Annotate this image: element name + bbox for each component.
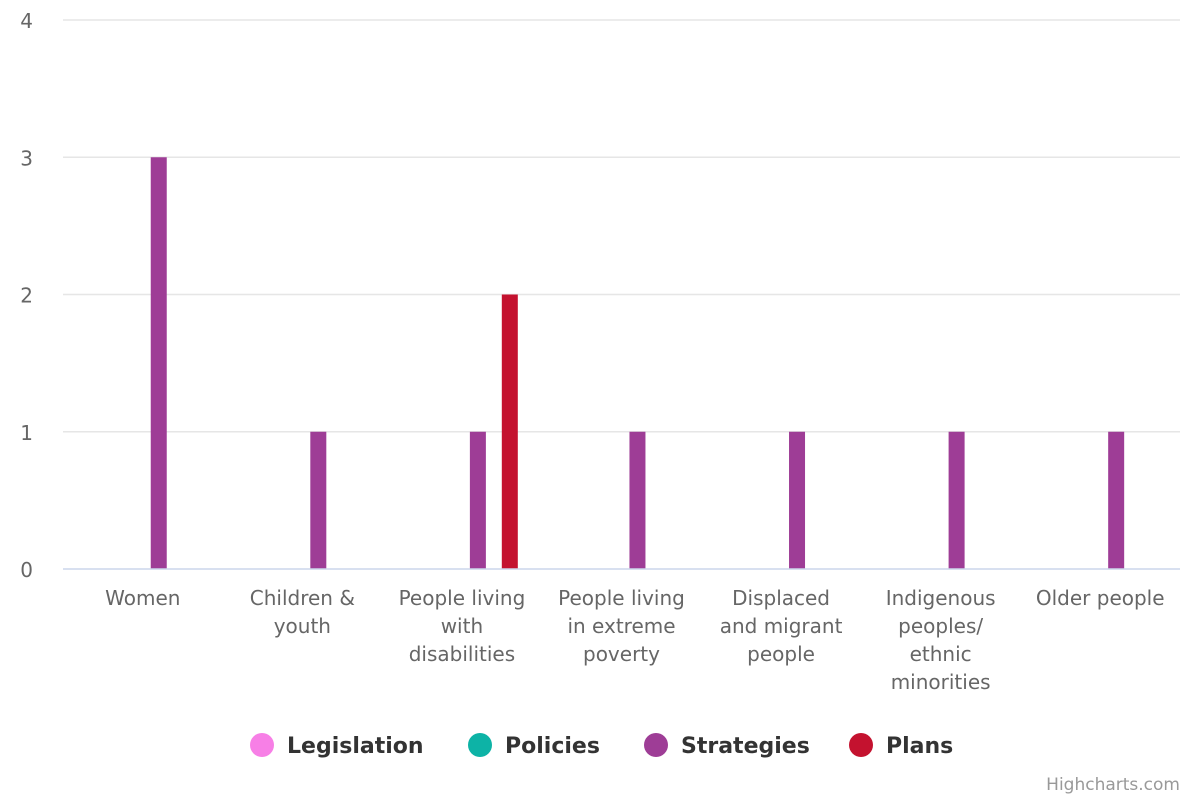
legend-item-legislation[interactable]: Legislation — [250, 733, 424, 759]
bar-strategies-3[interactable] — [629, 431, 646, 569]
x-category-label: People living — [399, 586, 526, 610]
bar-strategies-2[interactable] — [469, 431, 486, 569]
bar-strategies-5[interactable] — [948, 431, 965, 569]
x-category-label: youth — [274, 614, 331, 638]
legend-label: Plans — [886, 734, 953, 759]
legend-item-policies[interactable]: Policies — [468, 733, 600, 759]
x-axis-category-labels: Women Children & youth People living with dis… — [105, 586, 1164, 694]
legend-marker-icon — [468, 733, 492, 757]
x-category-label: Displaced — [732, 586, 830, 610]
bar-plans-2[interactable] — [501, 294, 518, 570]
bar-strategies-4[interactable] — [789, 431, 806, 569]
credits-link[interactable]: Highcharts.com — [1046, 775, 1180, 795]
legend[interactable]: Legislation Policies Strategies Plans — [250, 733, 953, 759]
legend-marker-icon — [644, 733, 668, 757]
x-category-label: People living — [558, 586, 685, 610]
y-tick-label: 3 — [20, 146, 33, 170]
legend-label: Strategies — [681, 734, 810, 759]
x-category-label: in extreme — [567, 614, 675, 638]
y-tick-label: 1 — [20, 421, 33, 445]
x-category-label: Older people — [1036, 586, 1165, 610]
y-tick-label: 4 — [20, 9, 33, 33]
legend-marker-icon — [849, 733, 873, 757]
legend-label: Policies — [505, 734, 600, 759]
x-category-label: disabilities — [409, 642, 515, 666]
gridlines — [63, 19, 1180, 433]
y-tick-label: 0 — [20, 558, 33, 582]
x-category-label: people — [747, 642, 815, 666]
legend-label: Legislation — [287, 734, 424, 759]
x-category-label: with — [441, 614, 483, 638]
legend-item-strategies[interactable]: Strategies — [644, 733, 810, 759]
x-category-label: Indigenous — [886, 586, 996, 610]
legend-item-plans[interactable]: Plans — [849, 733, 953, 759]
bar-strategies-1[interactable] — [310, 431, 327, 569]
x-category-label: Children & — [250, 586, 355, 610]
x-category-label: peoples/ — [898, 614, 983, 638]
x-category-label: Women — [105, 586, 180, 610]
y-axis-tick-labels: 0 1 2 3 4 — [20, 9, 33, 582]
x-category-label: ethnic — [910, 642, 972, 666]
bar-strategies-6[interactable] — [1108, 431, 1125, 569]
x-category-label: minorities — [891, 670, 991, 694]
legend-marker-icon — [250, 733, 274, 757]
x-category-label: poverty — [583, 642, 660, 666]
y-tick-label: 2 — [20, 284, 33, 308]
bars — [150, 157, 1125, 570]
bar-strategies-0[interactable] — [150, 157, 167, 569]
x-category-label: and migrant — [720, 614, 843, 638]
